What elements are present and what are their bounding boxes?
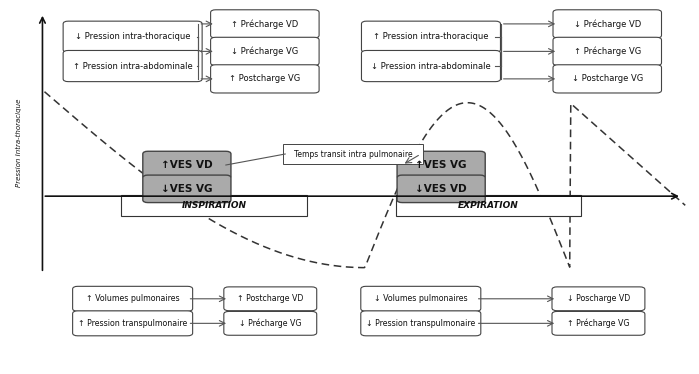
Text: Pression Intra-thoracique: Pression Intra-thoracique	[16, 99, 22, 187]
FancyBboxPatch shape	[553, 10, 661, 38]
FancyBboxPatch shape	[143, 151, 231, 179]
FancyBboxPatch shape	[397, 151, 485, 179]
FancyBboxPatch shape	[361, 286, 481, 311]
Text: ↑ Postcharge VD: ↑ Postcharge VD	[237, 294, 303, 303]
FancyBboxPatch shape	[553, 37, 661, 65]
Text: ↓VES VD: ↓VES VD	[415, 184, 467, 194]
Text: ↓ Postcharge VG: ↓ Postcharge VG	[572, 74, 643, 83]
Text: ↓VES VG: ↓VES VG	[161, 184, 212, 194]
FancyBboxPatch shape	[396, 196, 582, 216]
FancyBboxPatch shape	[361, 311, 481, 336]
Text: ↑ Précharge VG: ↑ Précharge VG	[567, 319, 630, 328]
FancyBboxPatch shape	[210, 37, 319, 65]
FancyBboxPatch shape	[210, 65, 319, 93]
Text: ↓ Précharge VD: ↓ Précharge VD	[574, 19, 641, 29]
FancyBboxPatch shape	[397, 175, 485, 203]
Text: ↑ Pression intra-abdominale: ↑ Pression intra-abdominale	[73, 62, 192, 71]
Text: ↓ Précharge VG: ↓ Précharge VG	[231, 47, 298, 56]
FancyBboxPatch shape	[210, 10, 319, 38]
Text: ↑VES VD: ↑VES VD	[161, 160, 212, 170]
Text: ↑ Volumes pulmonaires: ↑ Volumes pulmonaires	[86, 294, 180, 303]
FancyBboxPatch shape	[361, 50, 500, 82]
Text: Temps transit intra pulmonaire: Temps transit intra pulmonaire	[294, 150, 412, 159]
Text: ↑VES VG: ↑VES VG	[415, 160, 467, 170]
Text: ↓ Précharge VG: ↓ Précharge VG	[239, 319, 301, 328]
FancyBboxPatch shape	[73, 311, 193, 336]
Text: ↑ Pression transpulmonaire: ↑ Pression transpulmonaire	[78, 319, 187, 328]
FancyBboxPatch shape	[224, 287, 317, 311]
FancyBboxPatch shape	[143, 175, 231, 203]
Text: EXPIRATION: EXPIRATION	[459, 201, 519, 210]
Text: ↓ Pression intra-thoracique: ↓ Pression intra-thoracique	[75, 32, 190, 41]
Text: ↑ Pression intra-thoracique: ↑ Pression intra-thoracique	[373, 32, 489, 41]
Text: ↑ Précharge VD: ↑ Précharge VD	[231, 19, 298, 29]
Text: ↑ Postcharge VG: ↑ Postcharge VG	[229, 74, 301, 83]
FancyBboxPatch shape	[552, 287, 645, 311]
Text: ↓ Pression intra-abdominale: ↓ Pression intra-abdominale	[371, 62, 491, 71]
Text: ↓ Pression transpulmonaire: ↓ Pression transpulmonaire	[366, 319, 475, 328]
Text: ↓ Volumes pulmonaires: ↓ Volumes pulmonaires	[374, 294, 468, 303]
FancyBboxPatch shape	[283, 144, 423, 163]
Text: ↑ Précharge VG: ↑ Précharge VG	[574, 47, 641, 56]
FancyBboxPatch shape	[224, 312, 317, 335]
FancyBboxPatch shape	[121, 196, 307, 216]
FancyBboxPatch shape	[361, 21, 500, 52]
Text: ↓ Poscharge VD: ↓ Poscharge VD	[567, 294, 630, 303]
FancyBboxPatch shape	[552, 312, 645, 335]
FancyBboxPatch shape	[63, 50, 202, 82]
FancyBboxPatch shape	[553, 65, 661, 93]
Text: INSPIRATION: INSPIRATION	[182, 201, 247, 210]
FancyBboxPatch shape	[63, 21, 202, 52]
FancyBboxPatch shape	[73, 286, 193, 311]
